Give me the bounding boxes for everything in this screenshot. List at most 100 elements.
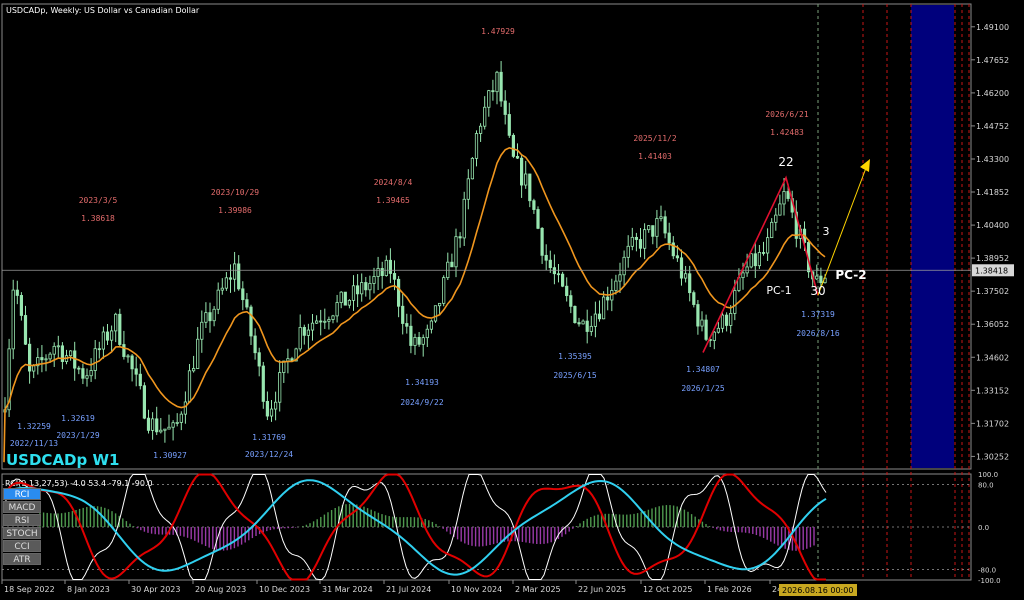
- candle-body: [216, 289, 220, 310]
- candle-body: [614, 280, 618, 291]
- candle: [360, 273, 364, 302]
- candle-body: [302, 327, 306, 336]
- candle: [425, 324, 429, 347]
- candle-body: [766, 237, 770, 254]
- candle-body: [409, 325, 413, 346]
- candle: [643, 223, 647, 260]
- candle-body: [450, 261, 454, 268]
- candle-body: [48, 353, 52, 360]
- candle: [634, 232, 639, 252]
- indicator-button-macd[interactable]: MACD: [3, 501, 41, 513]
- chart-title: USDCADp, Weekly: US Dollar vs Canadian D…: [6, 6, 200, 15]
- candle: [569, 290, 573, 314]
- candle: [204, 302, 208, 329]
- candle: [81, 363, 85, 385]
- candle-body: [380, 268, 384, 277]
- candle-body: [36, 357, 40, 367]
- candle-body: [753, 253, 757, 267]
- candle: [770, 218, 774, 239]
- current-price-label: 1.38418: [975, 266, 1008, 275]
- rci-tick-label: -80.0: [978, 566, 996, 574]
- high-price-label: 1.47929: [481, 27, 515, 36]
- candle: [273, 391, 278, 421]
- candle-body: [757, 252, 762, 267]
- candle-body: [774, 214, 778, 223]
- time-tick-label: 8 Jan 2023: [67, 585, 110, 594]
- candle-body: [142, 385, 146, 419]
- symbol-watermark: USDCADp W1: [6, 451, 119, 469]
- candle: [302, 324, 306, 345]
- candle-body: [565, 285, 569, 297]
- candle: [495, 70, 499, 105]
- candle-body: [220, 287, 224, 291]
- candle-body: [819, 275, 823, 284]
- candle-body: [622, 256, 626, 276]
- indicator-button-stoch[interactable]: STOCH: [3, 527, 41, 539]
- candle: [462, 191, 466, 246]
- candle-body: [310, 322, 315, 331]
- candle: [23, 305, 28, 345]
- candle: [782, 178, 786, 216]
- candle-body: [163, 428, 167, 431]
- candle-body: [126, 355, 130, 358]
- high-price-label: 1.39986: [218, 206, 252, 215]
- candle: [429, 319, 434, 334]
- time-axis: 18 Sep 2022 8 Jan 2023 30 Apr 2023 20 Aug 2…: [1, 580, 857, 596]
- candle-body: [458, 236, 462, 239]
- candle: [110, 325, 114, 352]
- candle: [212, 306, 216, 327]
- candle-body: [515, 155, 520, 159]
- candle-body: [720, 314, 725, 329]
- high-price-label: 1.41403: [638, 152, 672, 161]
- candle-body: [618, 274, 622, 282]
- candle-body: [343, 291, 347, 306]
- candle: [298, 314, 302, 352]
- candle-body: [237, 263, 241, 290]
- candle: [577, 317, 581, 327]
- candle: [753, 242, 757, 278]
- candle: [167, 414, 171, 430]
- candle-body: [729, 312, 733, 326]
- indicator-button-rci[interactable]: RCI: [3, 488, 41, 500]
- candle-body: [634, 236, 639, 240]
- candle-body: [548, 259, 552, 269]
- candle: [138, 363, 142, 390]
- candle-body: [770, 221, 774, 239]
- candle: [491, 79, 495, 101]
- indicator-button-rsi[interactable]: RSI: [3, 514, 41, 526]
- candle: [306, 323, 311, 349]
- candle-body: [597, 313, 602, 320]
- candle-body: [208, 312, 212, 322]
- candle-body: [355, 285, 360, 295]
- candle-body: [417, 336, 421, 345]
- candle: [171, 420, 175, 441]
- candle-body: [794, 211, 798, 239]
- indicator-button-cci[interactable]: CCI: [3, 540, 41, 552]
- candle-body: [778, 203, 782, 216]
- candle: [573, 305, 577, 324]
- candle: [327, 316, 331, 330]
- candle: [396, 276, 401, 318]
- candle: [77, 365, 81, 375]
- candle-body: [647, 225, 651, 231]
- candle-body: [544, 254, 548, 261]
- candle: [150, 412, 155, 440]
- candle: [355, 274, 360, 308]
- candle: [761, 241, 766, 256]
- candle: [720, 311, 725, 333]
- candle: [323, 308, 327, 329]
- price-tick-label: 1.49100: [976, 23, 1009, 32]
- low-price-label: 1.30927: [153, 451, 187, 460]
- candle-body: [97, 348, 101, 351]
- candle: [540, 227, 544, 264]
- indicator-button-atr[interactable]: ATR: [3, 553, 41, 565]
- candle: [175, 413, 179, 427]
- candle-body: [130, 355, 134, 370]
- candle-body: [696, 304, 700, 327]
- candle-body: [77, 367, 81, 370]
- wave-label: 3: [823, 225, 830, 238]
- candle: [85, 368, 89, 387]
- candle: [556, 263, 561, 283]
- time-tick-label: 12 Oct 2025: [643, 585, 692, 594]
